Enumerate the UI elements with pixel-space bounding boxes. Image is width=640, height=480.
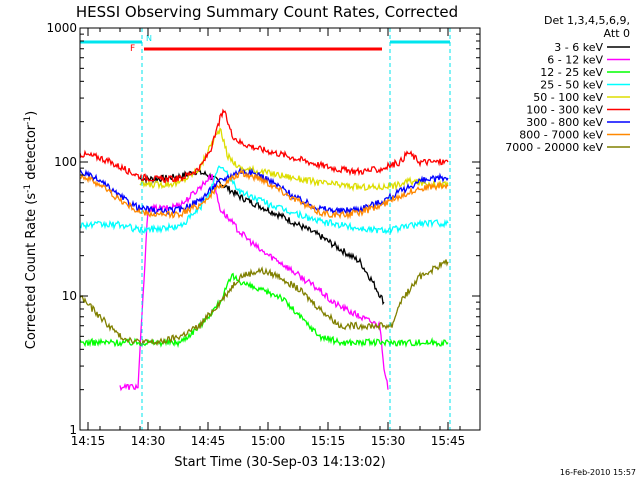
x-axis-label: Start Time (30-Sep-03 14:13:02) xyxy=(174,455,385,470)
legend-label-300-800-kev: 300 - 800 keV xyxy=(526,116,603,129)
series-6-12-kev-line xyxy=(119,173,389,392)
legend-label-25-50-kev: 25 - 50 keV xyxy=(540,79,603,92)
series-800-7000-kev-line xyxy=(79,169,449,220)
legend-title-2: Att 0 xyxy=(604,27,630,40)
legend-label-100-300-kev: 100 - 300 keV xyxy=(526,104,603,117)
legend-title-1: Det 1,3,4,5,6,9, xyxy=(544,14,630,27)
x-tick-label: 14:30 xyxy=(131,434,166,448)
series-25-50-kev-line xyxy=(79,165,449,235)
legend-label-3-6-kev: 3 - 6 keV xyxy=(554,41,603,54)
legend-label-12-25-kev: 12 - 25 keV xyxy=(540,66,603,79)
y-tick-label: 1000 xyxy=(46,21,77,35)
series-100-300-kev-line xyxy=(79,108,449,184)
x-tick-label: 15:00 xyxy=(251,434,286,448)
legend-label-6-12-kev: 6 - 12 keV xyxy=(547,54,603,67)
y-axis-label: Corrected Count Rate (s-1 detector-1) xyxy=(23,111,39,349)
y-tick-label: 100 xyxy=(54,155,77,169)
y-tick-label: 10 xyxy=(62,289,77,303)
legend-label-50-100-kev: 50 - 100 keV xyxy=(533,91,603,104)
axes: 1 10 100 1000 14:15 14:30 14:45 15:00 15:15 15:30… xyxy=(46,21,481,448)
chart-title: HESSI Observing Summary Count Rates, Cor… xyxy=(76,3,458,21)
series-50-100-kev-line xyxy=(139,127,449,193)
x-tick-label: 15:30 xyxy=(371,434,406,448)
x-tick-label: 14:15 xyxy=(71,434,106,448)
legend-label-7000-20000-kev: 7000 - 20000 keV xyxy=(505,141,603,154)
legend-label-800-7000-kev: 800 - 7000 keV xyxy=(519,129,603,142)
flare-flag-label: F xyxy=(130,44,135,54)
x-tick-label: 15:15 xyxy=(311,434,346,448)
x-tick-label: 15:45 xyxy=(431,434,466,448)
y-tick-label: 1 xyxy=(69,423,77,437)
footer-timestamp: 16-Feb-2010 15:57 xyxy=(560,468,636,477)
plot-area: FN xyxy=(79,28,451,430)
series-7000-20000-kev-line xyxy=(79,259,449,348)
night-flag-label: N xyxy=(146,34,152,43)
x-tick-label: 14:45 xyxy=(191,434,226,448)
